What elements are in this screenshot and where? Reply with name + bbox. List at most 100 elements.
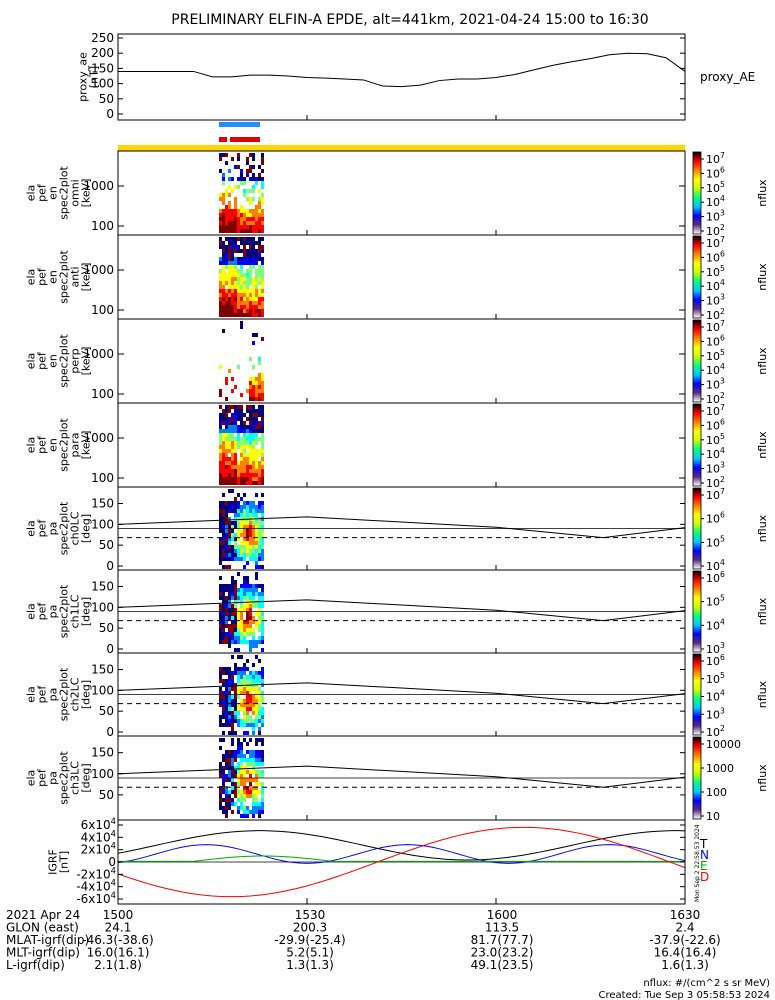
heatmap-cell <box>246 640 249 644</box>
heatmap-cell <box>246 703 249 707</box>
heatmap-cell <box>258 636 261 640</box>
heatmap-cell <box>219 679 222 683</box>
heatmap-cell <box>231 671 234 675</box>
heatmap-cell <box>240 229 243 233</box>
heatmap-cell <box>261 620 264 624</box>
heatmap-cell <box>219 237 222 241</box>
heatmap-cell <box>261 790 264 794</box>
heatmap-cell <box>261 441 264 445</box>
heatmap-cell <box>219 738 222 742</box>
heatmap-cell <box>228 285 231 289</box>
heatmap-cell <box>237 525 240 529</box>
heatmap-cell <box>225 533 228 537</box>
heatmap-cell <box>228 711 231 715</box>
heatmap-cell <box>237 790 240 794</box>
heatmap-cell <box>237 616 240 620</box>
heatmap-cell <box>249 612 252 616</box>
heatmap-cell <box>243 663 246 667</box>
heatmap-cell <box>258 719 261 723</box>
panel-en-perp: 1000100elapefenspec2plotperp[keV]1071061… <box>25 318 769 406</box>
heatmap-cell <box>252 477 255 481</box>
heatmap-cell <box>234 445 237 449</box>
heatmap-cell <box>261 671 264 675</box>
heatmap-cell <box>231 703 234 707</box>
heatmap-cell <box>255 449 258 453</box>
heatmap-cell <box>219 628 222 632</box>
heatmap-cell <box>234 201 237 205</box>
heatmap-cell <box>240 671 243 675</box>
heatmap-cell <box>255 679 258 683</box>
heatmap-cell <box>246 313 249 317</box>
heatmap-cell <box>261 449 264 453</box>
heatmap-cell <box>240 465 243 469</box>
panel-bg <box>118 151 685 235</box>
heatmap-cell <box>228 565 231 569</box>
heatmap-cell <box>231 624 234 628</box>
heatmap-cell <box>258 385 261 389</box>
heatmap-cell <box>240 437 243 441</box>
heatmap-cell <box>240 173 243 177</box>
heatmap-cell <box>228 305 231 309</box>
heatmap-cell <box>246 213 249 217</box>
heatmap-cell <box>228 469 231 473</box>
heatmap-cell <box>237 465 240 469</box>
heatmap-cell <box>222 806 225 810</box>
heatmap-cell <box>231 417 234 421</box>
heatmap-cell <box>261 806 264 810</box>
heatmap-cell <box>219 703 222 707</box>
heatmap-cell <box>261 541 264 545</box>
heatmap-cell <box>249 421 252 425</box>
heatmap-cell <box>252 173 255 177</box>
heatmap-cell <box>222 309 225 313</box>
heatmap-cell <box>219 505 222 509</box>
heatmap-cell <box>228 221 231 225</box>
heatmap-cell <box>240 798 243 802</box>
heatmap-cell <box>222 608 225 612</box>
heatmap-cell <box>255 217 258 221</box>
heatmap-cell <box>246 766 249 770</box>
heatmap-cell <box>249 549 252 553</box>
heatmap-cell <box>246 189 249 193</box>
y-tick-label: 4x104 <box>81 828 116 844</box>
heatmap-cell <box>219 501 222 505</box>
heatmap-cell <box>261 313 264 317</box>
heatmap-cell <box>228 445 231 449</box>
heatmap-cell <box>255 281 258 285</box>
heatmap-cell <box>240 265 243 269</box>
heatmap-cell <box>255 742 258 746</box>
heatmap-cell <box>249 265 252 269</box>
heatmap-cell <box>249 671 252 675</box>
footer-units: nflux: #/(cm^2 s sr MeV) <box>643 978 770 989</box>
heatmap-cell <box>255 592 258 596</box>
heatmap-cell <box>258 521 261 525</box>
heatmap-cell <box>237 667 240 671</box>
heatmap-cell <box>261 782 264 786</box>
y-axis-label-line: spec2plot <box>58 751 71 805</box>
heatmap-cell <box>246 790 249 794</box>
heatmap-cell <box>228 719 231 723</box>
heatmap-cell <box>249 525 252 529</box>
heatmap-cell <box>252 209 255 213</box>
heatmap-cell <box>240 770 243 774</box>
heatmap-cell <box>252 727 255 731</box>
heatmap-cell <box>219 699 222 703</box>
colorbar-tick-label: 102 <box>706 391 725 406</box>
heatmap-cell <box>249 703 252 707</box>
heatmap-cell <box>249 305 252 309</box>
heatmap-cell <box>243 221 246 225</box>
heatmap-cell <box>240 766 243 770</box>
heatmap-cell <box>261 261 264 265</box>
heatmap-cell <box>249 624 252 628</box>
heatmap-cell <box>225 253 228 257</box>
heatmap-cell <box>261 373 264 377</box>
heatmap-cell <box>252 445 255 449</box>
heatmap-cell <box>255 481 258 485</box>
heatmap-cell <box>252 806 255 810</box>
y-tick-label: 100 <box>91 471 114 485</box>
heatmap-cell <box>255 687 258 691</box>
heatmap-cell <box>243 754 246 758</box>
heatmap-cell <box>243 453 246 457</box>
ephem-value: 1500 <box>103 908 134 922</box>
heatmap-cell <box>219 695 222 699</box>
heatmap-cell <box>252 461 255 465</box>
